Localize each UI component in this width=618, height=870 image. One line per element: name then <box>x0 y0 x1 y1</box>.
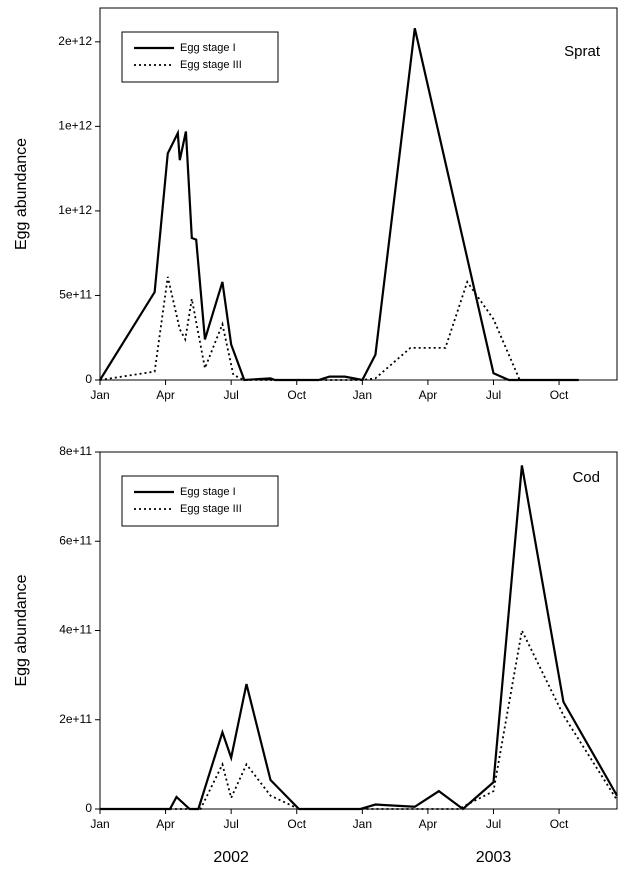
y-axis-label: Egg abundance <box>13 574 30 686</box>
x-tick-label: Jan <box>90 388 109 402</box>
annotation: Sprat <box>564 43 601 60</box>
series-line <box>99 276 521 381</box>
x-tick-label: Apr <box>419 388 438 402</box>
y-tick-label: 1e+12 <box>58 119 92 133</box>
x-tick-label: Jul <box>223 817 238 831</box>
legend-frame <box>121 31 279 83</box>
x-tick-label: Jan <box>353 388 372 402</box>
x-tick-label: Jan <box>353 817 372 831</box>
y-tick-label: 6e+11 <box>59 533 92 547</box>
legend-label: Egg stage I <box>180 42 236 54</box>
y-tick-label: 5e+11 <box>59 288 92 302</box>
y-tick-label: 1e+12 <box>58 203 92 217</box>
x-tick-label: Apr <box>156 388 175 402</box>
x-tick-label: Oct <box>550 388 569 402</box>
year-label: 2003 <box>476 849 512 866</box>
x-tick-label: Oct <box>287 817 306 831</box>
x-tick-label: Apr <box>156 817 175 831</box>
y-tick-label: 4e+11 <box>59 623 92 637</box>
legend-label: Egg stage III <box>180 59 242 71</box>
x-tick-label: Jul <box>223 388 238 402</box>
legend-frame <box>121 475 279 527</box>
y-tick-label: 2e+12 <box>58 34 92 48</box>
y-tick-label: 0 <box>85 801 92 815</box>
legend-label: Egg stage III <box>180 503 242 515</box>
annotation: Cod <box>572 469 600 486</box>
x-tick-label: Jul <box>486 388 501 402</box>
series-line <box>100 627 618 810</box>
y-axis-label: Egg abundance <box>13 138 30 250</box>
y-tick-label: 8e+11 <box>59 444 92 458</box>
x-tick-label: Jan <box>90 817 109 831</box>
y-tick-label: 2e+11 <box>59 712 92 726</box>
year-label: 2002 <box>213 849 249 866</box>
x-tick-label: Oct <box>550 817 569 831</box>
x-tick-label: Apr <box>419 817 438 831</box>
x-tick-label: Jul <box>486 817 501 831</box>
y-tick-label: 0 <box>85 372 92 386</box>
legend-label: Egg stage I <box>180 486 236 498</box>
x-tick-label: Oct <box>287 388 306 402</box>
series-line <box>99 28 579 382</box>
